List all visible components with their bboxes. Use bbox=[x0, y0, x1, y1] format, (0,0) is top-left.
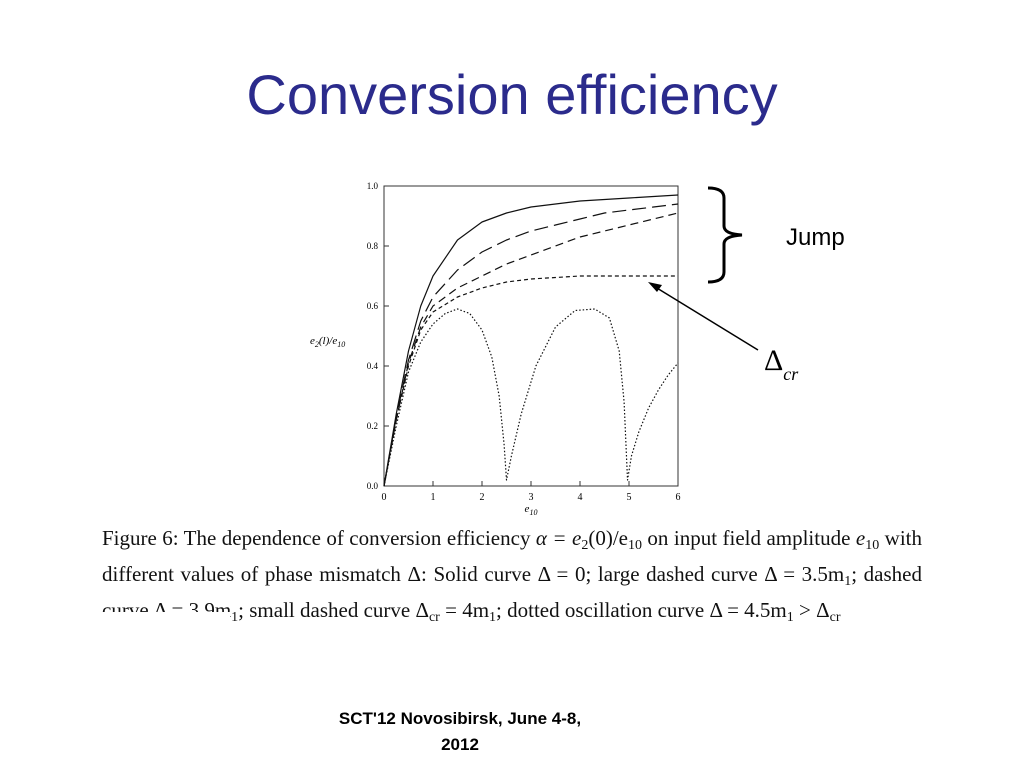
series-line-solid bbox=[383, 194, 679, 487]
footer-line-2: 2012 bbox=[441, 735, 479, 754]
x-tick-label: 4 bbox=[578, 492, 583, 503]
footer-line-1: SCT'12 Novosibirsk, June 4-8, bbox=[338, 709, 582, 728]
series-lines bbox=[383, 194, 679, 487]
jump-label: Jump bbox=[786, 224, 845, 251]
y-tick-label: 0.6 bbox=[367, 301, 379, 311]
efficiency-chart: 0 1 2 3 4 5 6 0.0 0.2 0.4 0.6 0.8 1.0 e10 e2(l)/e10 bbox=[300, 176, 720, 521]
slide-footer: SCT'12 Novosibirsk, June 4-8, 2012 bbox=[300, 706, 620, 758]
caption-crop-mask bbox=[100, 612, 230, 622]
series-line-small-dash bbox=[383, 275, 678, 487]
axis-ticks: 0 1 2 3 4 5 6 0.0 0.2 0.4 0.6 0.8 1.0 bbox=[367, 181, 681, 503]
series-line-large-dash bbox=[383, 203, 679, 487]
x-tick-label: 3 bbox=[529, 492, 534, 503]
y-tick-label: 0.4 bbox=[367, 361, 379, 371]
series-line-dash bbox=[383, 212, 679, 487]
x-tick-label: 0 bbox=[382, 492, 387, 503]
x-tick-label: 2 bbox=[480, 492, 485, 503]
delta-cr-label: Δcr bbox=[764, 344, 799, 384]
jump-brace bbox=[707, 186, 743, 284]
y-tick-label: 0.0 bbox=[367, 481, 379, 491]
y-tick-label: 1.0 bbox=[367, 181, 379, 191]
y-tick-label: 0.2 bbox=[367, 421, 378, 431]
x-tick-label: 5 bbox=[627, 492, 632, 503]
x-tick-label: 1 bbox=[431, 492, 436, 503]
x-tick-label: 6 bbox=[676, 492, 681, 503]
y-tick-label: 0.8 bbox=[367, 241, 379, 251]
delta-cr-arrow-line bbox=[651, 284, 759, 351]
y-axis-label: e2(l)/e10 bbox=[310, 335, 345, 349]
slide-title: Conversion efficiency bbox=[246, 63, 778, 126]
delta-cr-arrowhead bbox=[648, 282, 662, 292]
chart-svg: 0 1 2 3 4 5 60.00.20.40.60.81.0 e10 e2(l)/e10 bbox=[310, 181, 681, 517]
